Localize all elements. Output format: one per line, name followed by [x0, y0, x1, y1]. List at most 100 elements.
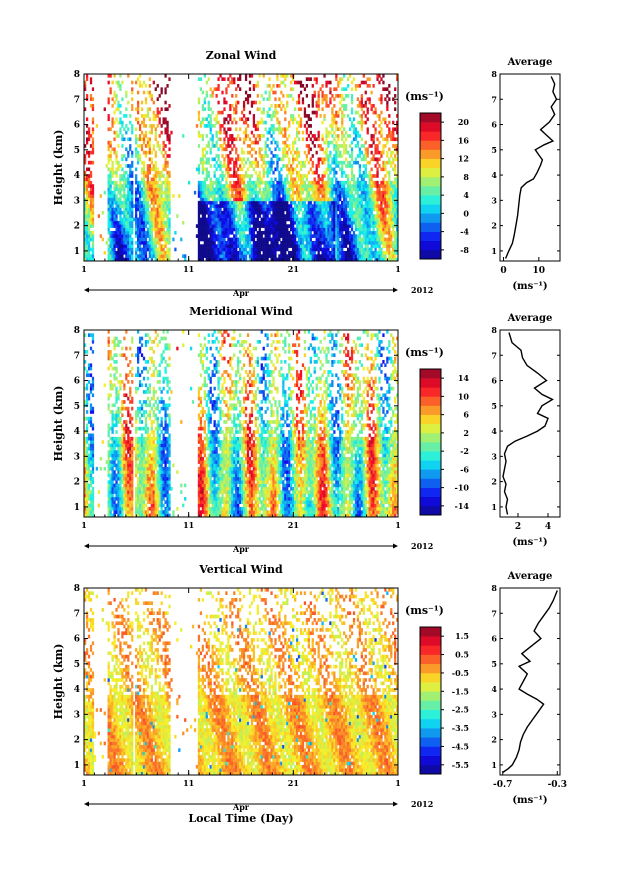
average-profile-line	[502, 590, 558, 774]
colorbar-tick-label: 12	[458, 154, 469, 164]
average-y-tick-label: 4	[491, 170, 497, 180]
colorbar-tick-label: -5.5	[452, 760, 469, 770]
colorbar-unit: (ms⁻¹)	[405, 90, 444, 103]
colorbar-segment	[420, 167, 441, 178]
colorbar-frame	[419, 368, 442, 516]
average-x-tick-label: -0.7	[493, 780, 512, 790]
colorbar-segment	[420, 755, 441, 766]
y-tick-label: 7	[74, 351, 80, 361]
average-frame	[499, 329, 561, 518]
colorbar-tick-label: 10	[458, 391, 470, 401]
x-tick-label: 11	[183, 264, 194, 274]
x-tick-label: 21	[288, 520, 299, 530]
colorbar-segment	[420, 131, 441, 141]
colorbar-tick-label: -4.5	[452, 741, 469, 751]
colorbar-tick-label: -10	[455, 483, 470, 493]
colorbar-segment	[420, 460, 441, 470]
year-label: 2012	[411, 541, 433, 551]
year-label: 2012	[411, 799, 433, 809]
y-tick-label: 3	[74, 710, 80, 720]
y-axis-label: Height (km)	[52, 130, 65, 206]
month-arrow-left	[84, 543, 89, 549]
average-y-tick-label: 6	[491, 634, 497, 644]
colorbar-segment	[420, 709, 441, 720]
colorbar-segment	[420, 414, 441, 425]
average-y-tick-label: 2	[491, 221, 497, 231]
average-y-tick-label: 1	[491, 502, 497, 512]
colorbar-segment	[420, 432, 441, 443]
y-tick-label: 7	[74, 95, 80, 105]
average-x-label: (ms⁻¹)	[512, 537, 547, 548]
average-title: Average	[507, 57, 553, 68]
colorbar-tick-label: -8	[460, 245, 469, 255]
colorbar-segment	[420, 496, 441, 507]
colorbar-segment	[420, 231, 441, 242]
month-arrow-left	[84, 801, 89, 807]
average-y-tick-label: 4	[491, 684, 497, 694]
average-x-tick-label: -0.3	[548, 780, 567, 790]
average-x-tick-label: 10	[533, 266, 546, 276]
average-y-tick-label: 5	[491, 145, 497, 155]
panel-title: Zonal Wind	[206, 49, 277, 62]
average-frame	[499, 587, 561, 776]
colorbar-tick-label: -6	[460, 464, 469, 474]
y-tick-label: 1	[74, 761, 80, 771]
colorbar-tick-label: 4	[463, 190, 469, 200]
y-tick-label: 6	[74, 121, 80, 131]
colorbar-segment	[420, 387, 441, 397]
y-tick-label: 5	[74, 402, 80, 412]
colorbar-segment	[420, 378, 441, 388]
average-x-tick-label: 2	[515, 522, 521, 532]
average-frame	[499, 73, 561, 262]
y-tick-label: 4	[74, 427, 80, 437]
average-title: Average	[507, 313, 553, 324]
average-y-tick-label: 7	[491, 350, 497, 360]
y-tick-label: 4	[74, 685, 80, 695]
average-x-tick-label: 4	[545, 522, 551, 532]
colorbar-segment	[420, 195, 441, 205]
y-tick-label: 6	[74, 377, 80, 387]
average-y-tick-label: 7	[491, 94, 497, 104]
colorbar-segment	[420, 249, 441, 260]
x-tick-label: 1	[395, 778, 401, 788]
colorbar-segment	[420, 451, 441, 461]
colorbar-tick-label: 0.5	[455, 650, 469, 660]
average-y-tick-label: 3	[491, 451, 497, 461]
y-tick-label: 2	[74, 478, 80, 488]
colorbar-segment	[420, 700, 441, 710]
colorbar-segment	[420, 222, 441, 232]
colorbar-unit: (ms⁻¹)	[405, 604, 444, 617]
colorbar-segment	[420, 423, 441, 434]
average-y-tick-label: 6	[491, 120, 497, 130]
month-arrow-right	[393, 801, 398, 807]
colorbar-tick-label: -14	[455, 501, 470, 511]
colorbar-segment	[420, 149, 441, 159]
colorbar-segment	[420, 718, 441, 729]
colorbar-segment	[420, 405, 441, 415]
x-tick-label: 11	[183, 520, 194, 530]
y-axis-label: Height (km)	[52, 644, 65, 720]
average-y-tick-label: 4	[491, 426, 497, 436]
colorbar-segment	[420, 442, 441, 452]
y-tick-label: 8	[74, 70, 80, 80]
heatmap-1	[84, 330, 399, 518]
colorbar-segment	[420, 186, 441, 196]
colorbar-tick-label: 20	[458, 117, 470, 127]
average-y-tick-label: 8	[491, 69, 497, 79]
colorbar-segment	[420, 654, 441, 665]
y-tick-label: 5	[74, 146, 80, 156]
colorbar-segment	[420, 691, 441, 701]
average-y-tick-label: 3	[491, 709, 497, 719]
y-tick-label: 8	[74, 326, 80, 336]
y-tick-label: 5	[74, 660, 80, 670]
y-tick-label: 4	[74, 171, 80, 181]
month-label: Apr	[232, 288, 250, 298]
y-axis-label: Height (km)	[52, 386, 65, 462]
average-y-tick-label: 8	[491, 583, 497, 593]
average-y-tick-label: 6	[491, 376, 497, 386]
month-label: Apr	[232, 802, 250, 812]
colorbar-segment	[420, 636, 441, 646]
colorbar-segment	[420, 746, 441, 756]
y-tick-label: 7	[74, 609, 80, 619]
y-tick-label: 1	[74, 247, 80, 257]
